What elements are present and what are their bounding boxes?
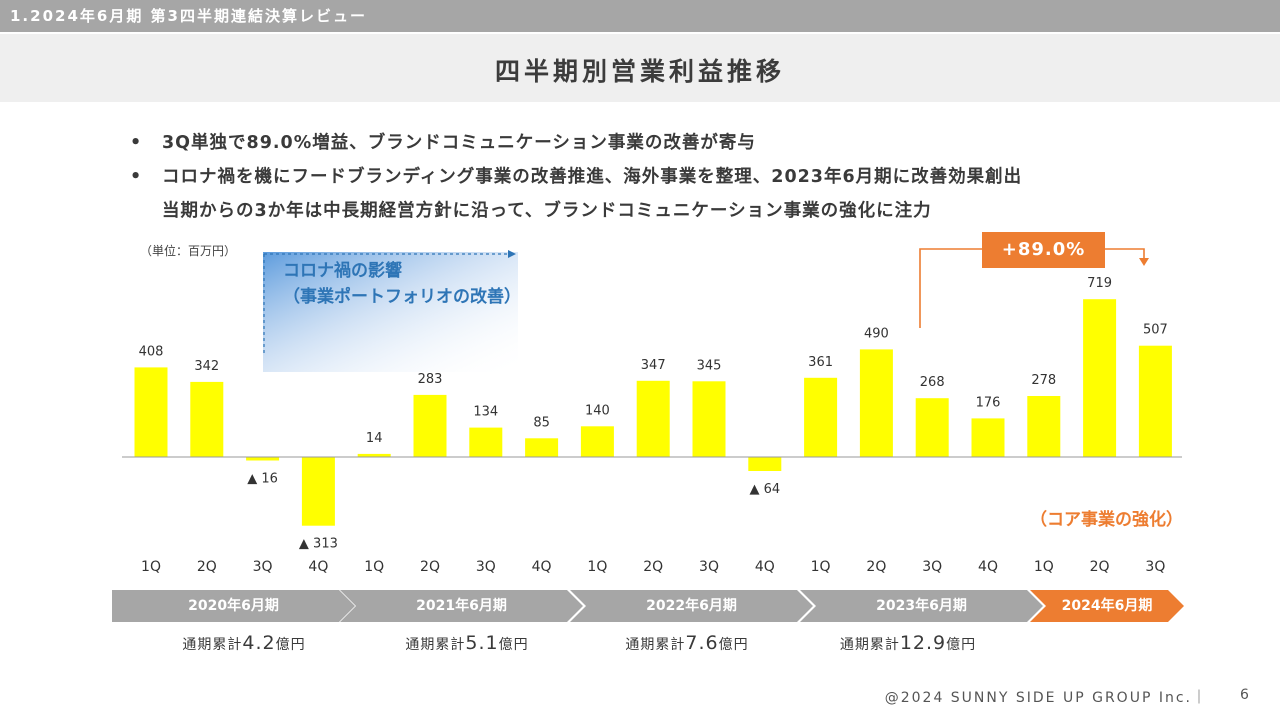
fiscal-year-arrow-current: 2024年6月期 <box>1030 590 1184 622</box>
data-label: 361 <box>808 355 833 370</box>
section-header: 1.2024年6月期 第3四半期連結決算レビュー <box>0 0 1280 32</box>
category-label: 2Q <box>420 559 440 575</box>
data-label: ▲ 313 <box>299 537 338 552</box>
page-title: 四半期別営業利益推移 <box>494 57 785 86</box>
data-label: 85 <box>533 415 550 430</box>
title-band: 四半期別営業利益推移 <box>0 34 1280 102</box>
fiscal-year-arrow: 2022年6月期 <box>570 590 813 622</box>
category-label: 2Q <box>643 559 663 575</box>
fiscal-year-arrow: 2023年6月期 <box>800 590 1043 622</box>
bar <box>301 457 335 526</box>
bar <box>246 457 280 461</box>
page-number: 6 <box>1240 687 1249 703</box>
bar <box>580 426 614 457</box>
category-label: 1Q <box>811 559 831 575</box>
data-label: 507 <box>1143 323 1168 338</box>
bullet-item-continuation: 当期からの3か年は中長期経営方針に沿って、ブランドコミュニケーション事業の強化に… <box>162 201 932 221</box>
data-label: 140 <box>585 403 610 418</box>
growth-connector-right <box>1105 248 1145 260</box>
bar <box>413 394 447 457</box>
category-label: 4Q <box>755 559 775 575</box>
category-label: 4Q <box>532 559 552 575</box>
data-label: 14 <box>366 431 383 446</box>
data-label: 719 <box>1087 276 1112 291</box>
category-label: 2Q <box>197 559 217 575</box>
covid-impact-shading <box>263 252 518 372</box>
category-label: 3Q <box>699 559 719 575</box>
category-label: 2Q <box>866 559 886 575</box>
bar <box>915 398 949 457</box>
bar <box>1138 345 1172 457</box>
fiscal-year-arrow: 2020年6月期 <box>112 590 355 622</box>
data-label: 342 <box>194 359 219 374</box>
cumulative-total: 通期累計7.6億円 <box>625 632 749 654</box>
category-label: 3Q <box>922 559 942 575</box>
bullet-item: • コロナ禍を機にフードブランディング事業の改善推進、海外事業を整理、2023年6… <box>130 167 1023 187</box>
growth-connector-left <box>919 248 982 328</box>
covid-impact-annotation: コロナ禍の影響 （事業ポートフォリオの改善） <box>283 261 521 307</box>
bar <box>692 381 726 457</box>
growth-arrow-head <box>1139 258 1149 266</box>
category-label: 1Q <box>1034 559 1054 575</box>
bar <box>469 427 503 457</box>
data-label: 268 <box>920 375 945 390</box>
bar <box>190 381 224 457</box>
category-label: 1Q <box>364 559 384 575</box>
category-label: 2Q <box>1090 559 1110 575</box>
operating-profit-chart: 408 1Q 342 2Q ▲ 16 3Q ▲ 313 4Q 14 1Q 283 2Q 134 3Q 85 4… <box>122 248 1182 575</box>
unit-label: （単位：百万円） <box>140 244 237 258</box>
cumulative-total: 通期累計5.1億円 <box>405 632 529 654</box>
covid-arrow-head <box>508 250 516 258</box>
bar <box>1027 396 1061 457</box>
category-label: 3Q <box>253 559 273 575</box>
core-business-annotation: （コア事業の強化） <box>1030 510 1183 530</box>
bar <box>859 349 893 457</box>
bullet-list: • 3Q単独で89.0%増益、ブランドコミュニケーション事業の改善が寄与 • コロナ… <box>130 126 1230 228</box>
data-label: 345 <box>697 358 722 373</box>
category-label: 4Q <box>308 559 328 575</box>
data-label: ▲ 64 <box>749 482 780 497</box>
data-label: 278 <box>1031 373 1056 388</box>
data-label: 283 <box>418 372 443 387</box>
category-label: 1Q <box>587 559 607 575</box>
bar <box>636 380 670 457</box>
bar <box>1083 299 1117 457</box>
data-label: 490 <box>864 326 889 341</box>
bar <box>971 418 1005 457</box>
bar <box>525 438 559 457</box>
bar <box>134 367 168 457</box>
bar <box>748 457 782 471</box>
data-label: 176 <box>976 395 1001 410</box>
bar <box>357 453 391 457</box>
data-label: 134 <box>473 405 498 420</box>
category-label: 3Q <box>1145 559 1165 575</box>
data-label: ▲ 16 <box>247 472 278 487</box>
bullet-item: • 3Q単独で89.0%増益、ブランドコミュニケーション事業の改善が寄与 <box>130 133 756 153</box>
category-label: 1Q <box>141 559 161 575</box>
bar <box>804 377 838 457</box>
copyright: @2024 SUNNY SIDE UP GROUP Inc.｜ <box>884 690 1208 706</box>
category-label: 4Q <box>978 559 998 575</box>
data-label: 408 <box>139 344 164 359</box>
growth-rate-badge: +89.0% <box>982 232 1105 268</box>
data-label: 347 <box>641 358 666 373</box>
cumulative-total: 通期累計12.9億円 <box>839 632 977 654</box>
fiscal-year-arrow: 2021年6月期 <box>340 590 583 622</box>
cumulative-total: 通期累計4.2億円 <box>182 632 306 654</box>
category-label: 3Q <box>476 559 496 575</box>
